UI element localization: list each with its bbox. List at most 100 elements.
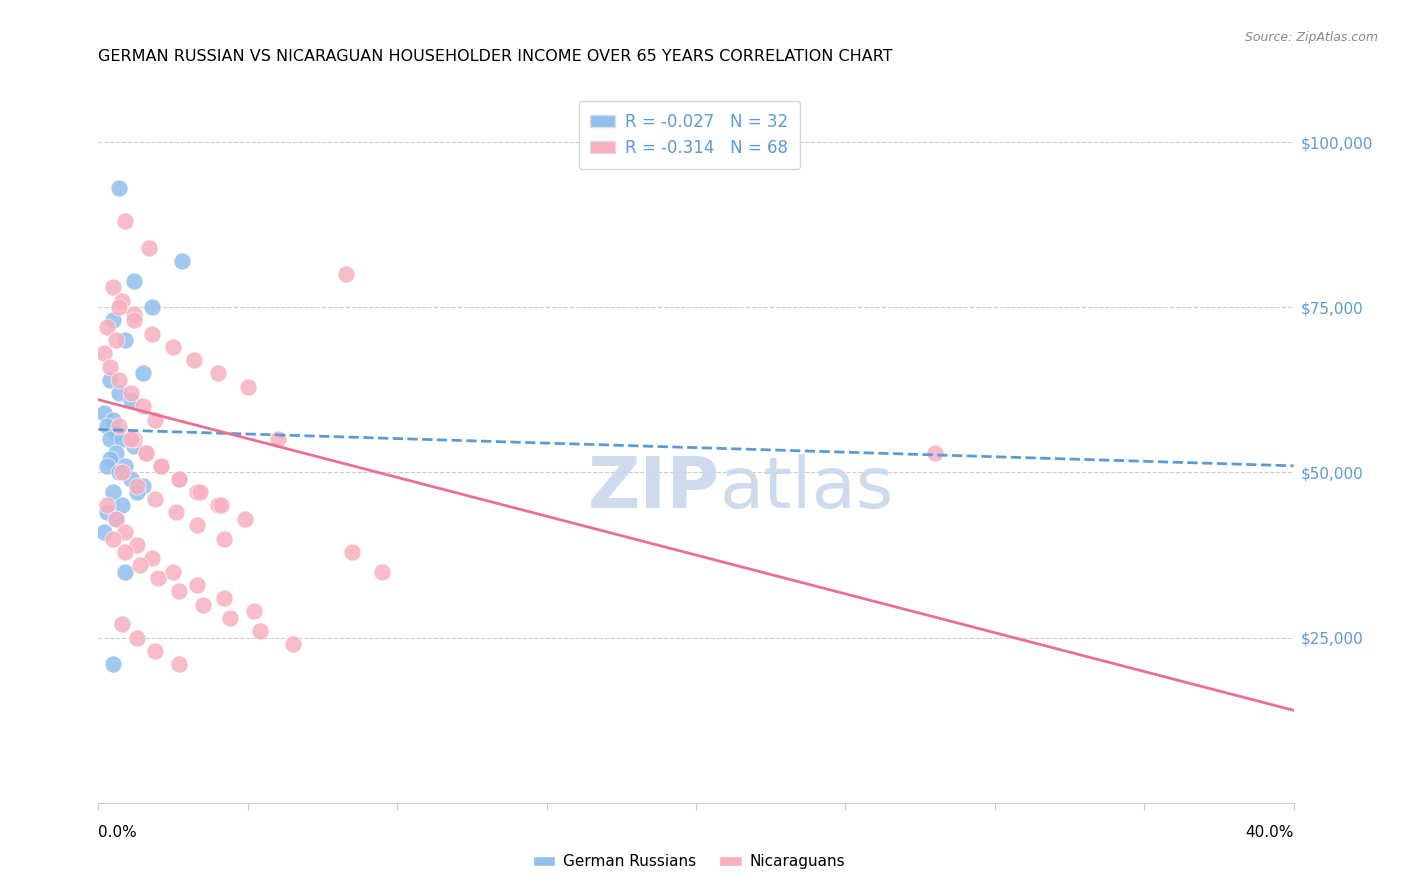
Point — [150, 458, 173, 473]
Point — [342, 545, 364, 559]
Point — [167, 472, 190, 486]
Point — [111, 433, 134, 447]
Point — [103, 280, 125, 294]
Point — [127, 478, 149, 492]
Point — [167, 472, 190, 486]
Point — [96, 320, 118, 334]
Point — [114, 565, 136, 579]
Point — [93, 346, 115, 360]
Point — [127, 631, 149, 645]
Point — [209, 499, 232, 513]
Point — [135, 445, 157, 459]
Point — [100, 452, 122, 467]
Point — [127, 538, 149, 552]
Point — [124, 313, 146, 327]
Point — [212, 532, 235, 546]
Legend: R = -0.027   N = 32, R = -0.314   N = 68: R = -0.027 N = 32, R = -0.314 N = 68 — [579, 101, 800, 169]
Point — [281, 637, 304, 651]
Point — [120, 472, 142, 486]
Point — [105, 333, 128, 347]
Point — [103, 532, 125, 546]
Point — [141, 300, 163, 314]
Point — [267, 433, 290, 447]
Point — [249, 624, 271, 638]
Point — [105, 511, 128, 525]
Text: atlas: atlas — [720, 454, 894, 524]
Point — [105, 445, 128, 459]
Point — [103, 657, 125, 671]
Point — [108, 300, 131, 314]
Legend: German Russians, Nicaraguans: German Russians, Nicaraguans — [526, 848, 852, 875]
Point — [114, 545, 136, 559]
Point — [96, 458, 118, 473]
Point — [167, 657, 190, 671]
Point — [165, 505, 187, 519]
Point — [120, 433, 142, 447]
Point — [233, 511, 256, 525]
Point — [141, 551, 163, 566]
Point — [114, 458, 136, 473]
Point — [105, 511, 128, 525]
Point — [138, 241, 160, 255]
Point — [186, 578, 208, 592]
Point — [108, 373, 131, 387]
Point — [124, 433, 146, 447]
Point — [162, 340, 184, 354]
Point — [188, 485, 211, 500]
Point — [111, 293, 134, 308]
Point — [100, 359, 122, 374]
Point — [132, 478, 155, 492]
Point — [105, 425, 128, 440]
Point — [114, 333, 136, 347]
Point — [236, 379, 259, 393]
Point — [124, 439, 146, 453]
Point — [108, 386, 131, 401]
Text: 40.0%: 40.0% — [1246, 825, 1294, 840]
Point — [114, 524, 136, 539]
Text: Source: ZipAtlas.com: Source: ZipAtlas.com — [1244, 31, 1378, 45]
Point — [132, 400, 155, 414]
Point — [186, 485, 208, 500]
Point — [96, 419, 118, 434]
Point — [143, 491, 166, 506]
Point — [167, 584, 190, 599]
Point — [150, 458, 173, 473]
Point — [96, 499, 118, 513]
Point — [191, 598, 214, 612]
Point — [371, 565, 394, 579]
Point — [124, 307, 146, 321]
Point — [162, 565, 184, 579]
Text: GERMAN RUSSIAN VS NICARAGUAN HOUSEHOLDER INCOME OVER 65 YEARS CORRELATION CHART: GERMAN RUSSIAN VS NICARAGUAN HOUSEHOLDER… — [98, 49, 893, 64]
Point — [111, 617, 134, 632]
Point — [120, 386, 142, 401]
Point — [186, 518, 208, 533]
Point — [135, 445, 157, 459]
Point — [335, 267, 357, 281]
Point — [111, 466, 134, 480]
Point — [127, 485, 149, 500]
Point — [108, 419, 131, 434]
Point — [148, 571, 170, 585]
Point — [172, 254, 194, 268]
Point — [103, 313, 125, 327]
Point — [108, 466, 131, 480]
Point — [103, 485, 125, 500]
Point — [212, 591, 235, 605]
Point — [93, 406, 115, 420]
Point — [243, 604, 266, 618]
Text: ZIP: ZIP — [588, 454, 720, 524]
Point — [111, 499, 134, 513]
Point — [219, 611, 242, 625]
Y-axis label: Householder Income Over 65 years: Householder Income Over 65 years — [0, 324, 7, 568]
Point — [100, 433, 122, 447]
Text: 0.0%: 0.0% — [98, 825, 138, 840]
Point — [100, 373, 122, 387]
Point — [207, 499, 229, 513]
Point — [207, 367, 229, 381]
Point — [96, 505, 118, 519]
Point — [108, 181, 131, 195]
Point — [129, 558, 152, 572]
Point — [103, 412, 125, 426]
Point — [124, 274, 146, 288]
Point — [143, 412, 166, 426]
